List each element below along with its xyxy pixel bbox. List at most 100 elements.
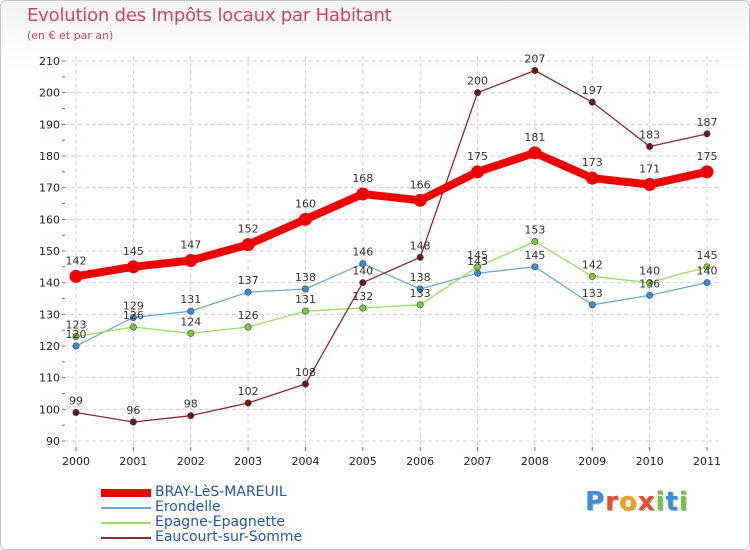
series-point — [416, 285, 424, 293]
data-label: 96 — [126, 404, 140, 417]
series-point — [703, 279, 711, 287]
series-point — [129, 418, 137, 426]
data-label: 200 — [467, 75, 488, 88]
chart-title: Evolution des Impôts locaux par Habitant — [27, 5, 392, 26]
logo-letter: t — [665, 487, 679, 517]
series-point — [129, 313, 137, 321]
series-point — [474, 263, 482, 271]
x-tick-label: 2008 — [521, 455, 549, 468]
data-label: 175 — [467, 150, 488, 163]
data-label: 140 — [697, 265, 718, 278]
axes: 90 100 110 120 130 140 150 160 170 180 190 200 210 20… — [39, 55, 721, 468]
gridlines — [64, 56, 721, 449]
data-label: 98 — [184, 398, 198, 411]
data-label: 140 — [639, 265, 660, 278]
data-label: 145 — [467, 249, 488, 262]
y-tick-label: 130 — [39, 308, 60, 321]
x-tick-label: 2009 — [578, 455, 606, 468]
data-label: 126 — [123, 309, 144, 322]
data-label: 108 — [295, 366, 316, 379]
y-tick-label: 150 — [39, 245, 60, 258]
series-point — [471, 165, 485, 179]
data-label: 147 — [180, 239, 201, 252]
series-point — [588, 301, 596, 309]
series-point — [187, 412, 195, 420]
x-tick-label: 2011 — [693, 455, 721, 468]
y-tick-label: 100 — [39, 403, 60, 416]
series-point — [356, 187, 370, 201]
y-tick-label: 180 — [39, 150, 60, 163]
y-tick-label: 190 — [39, 118, 60, 131]
logo-letter: x — [637, 487, 656, 517]
x-tick-label: 2010 — [636, 455, 664, 468]
data-label: 138 — [295, 271, 316, 284]
data-label: 99 — [69, 395, 83, 408]
series-point — [531, 263, 539, 271]
x-tick-label: 2001 — [119, 455, 147, 468]
series-point — [187, 307, 195, 315]
series-point — [588, 98, 596, 106]
logo-letter: r — [605, 487, 619, 517]
x-tick-label: 2003 — [234, 455, 262, 468]
data-label: 137 — [238, 274, 259, 287]
series-line — [75, 263, 708, 347]
data-label: 168 — [352, 172, 373, 185]
data-label: 132 — [352, 290, 373, 303]
legend-label: Erondelle — [155, 499, 221, 515]
y-tick-label: 110 — [39, 372, 60, 385]
series-point — [700, 165, 714, 179]
logo-letter: i — [678, 487, 689, 517]
data-label: 175 — [697, 150, 718, 163]
series-point — [301, 307, 309, 315]
legend-swatch — [101, 521, 151, 524]
logo-letter: o — [618, 487, 638, 517]
series-point — [72, 342, 80, 350]
data-label: 129 — [123, 300, 144, 313]
series-line — [72, 148, 711, 281]
data-label: 142 — [66, 254, 87, 267]
series-point — [69, 269, 83, 283]
series-point — [643, 178, 657, 191]
series-point — [646, 143, 654, 151]
legend-item: BRAY-LèS-MAREUIL — [101, 485, 321, 500]
legend-swatch — [101, 536, 151, 539]
data-label: 187 — [697, 116, 718, 129]
series-point — [184, 254, 198, 267]
series-point — [531, 67, 539, 75]
chart-legend: BRAY-LèS-MAREUIL Erondelle Epagne-Epagnett… — [101, 485, 321, 545]
series-point — [72, 332, 80, 340]
data-label: 152 — [238, 223, 259, 236]
legend-swatch — [101, 488, 151, 497]
series-point — [241, 238, 255, 252]
series-point — [413, 193, 427, 207]
data-label: 123 — [66, 319, 87, 332]
series-point — [474, 89, 482, 97]
x-tick-label: 2002 — [177, 455, 205, 468]
y-tick-label: 90 — [46, 435, 60, 448]
series-group — [69, 67, 714, 426]
y-tick-label: 210 — [39, 55, 60, 68]
legend-swatch — [101, 506, 151, 509]
x-tick-label: 2000 — [62, 455, 90, 468]
series-point — [646, 279, 654, 287]
x-tick-label: 2007 — [464, 455, 492, 468]
data-label: 143 — [467, 255, 488, 268]
data-label: 131 — [180, 293, 201, 306]
y-tick-label: 160 — [39, 213, 60, 226]
series-point — [298, 212, 312, 226]
data-label: 166 — [410, 178, 431, 191]
series-point — [703, 263, 711, 271]
chart-subtitle: (en € et par an) — [27, 29, 114, 42]
data-label: 138 — [410, 271, 431, 284]
y-tick-label: 170 — [39, 182, 60, 195]
legend-item: Epagne-Epagnette — [101, 515, 321, 530]
data-label: 136 — [639, 277, 660, 290]
series-point — [244, 288, 252, 296]
data-label: 160 — [295, 197, 316, 210]
data-label: 133 — [410, 287, 431, 300]
series-point — [416, 301, 424, 309]
data-label: 131 — [295, 293, 316, 306]
legend-label: Epagne-Epagnette — [155, 514, 286, 530]
